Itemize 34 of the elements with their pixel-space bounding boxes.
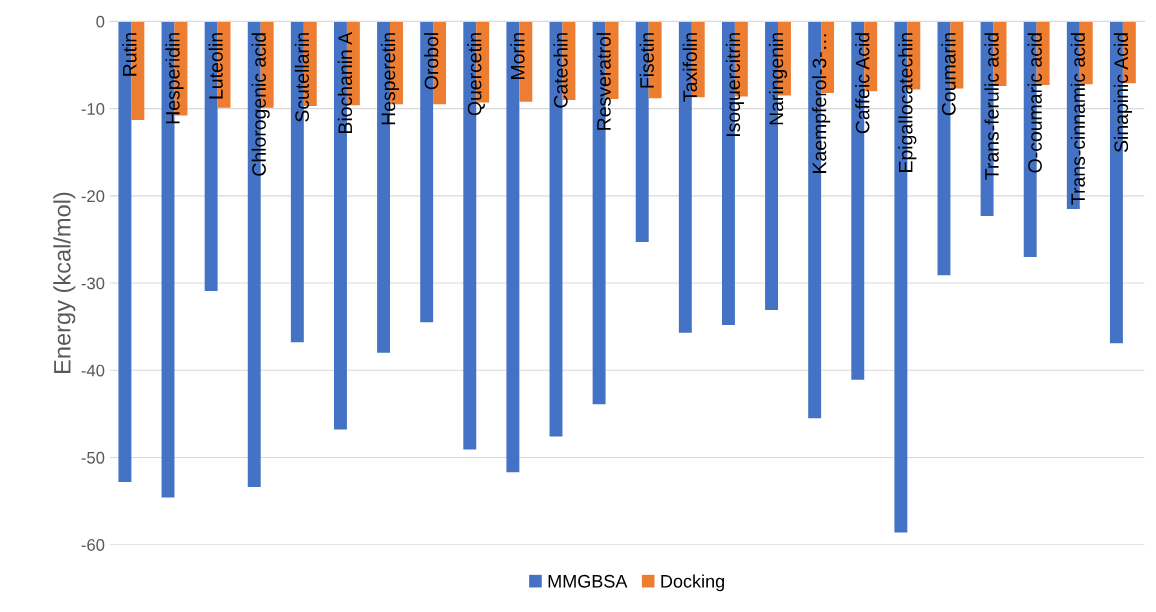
x-tick-label: Luteolin — [208, 33, 223, 99]
x-tick-label: Hesperetin — [380, 33, 400, 125]
x-tick-label: Epigallocatechin — [898, 33, 917, 172]
x-tick-label: Kaempferol-3-… — [812, 34, 831, 173]
x-tick-label: Fisetin — [639, 33, 654, 88]
x-tick-label: Chlorogenic acid — [251, 33, 270, 176]
x-tick-label: Hesperidin — [165, 33, 184, 124]
y-tick-label: -40 — [81, 364, 105, 377]
x-tick-label: Naringenin — [768, 33, 788, 125]
x-tick-label: Sinapinic Acid — [1113, 33, 1132, 153]
y-tick-label: -20 — [81, 190, 105, 203]
x-tick-label: Coumarin — [941, 33, 956, 116]
legend-label: Docking — [661, 574, 724, 592]
y-axis-title: Energy (kcal/mol) — [53, 192, 76, 373]
x-tick-label: Resveratrol — [596, 33, 611, 130]
x-tick-label: O-coumaric acid — [1027, 33, 1042, 173]
x-tick-label: Rutin — [122, 33, 137, 76]
x-tick-label: Caffeic Acid — [855, 33, 870, 134]
y-tick-label: -50 — [81, 451, 105, 464]
x-tick-label: Taxifolin — [682, 33, 698, 102]
y-tick-label: -60 — [81, 539, 105, 551]
x-tick-label: Biochanin A — [337, 31, 353, 133]
x-tick-label: Trans-ferulic acid — [984, 33, 999, 180]
y-tick-label: 0 — [96, 15, 105, 28]
legend-label: MMGBSA — [548, 574, 628, 588]
x-tick-label: Quercetin — [467, 33, 485, 116]
x-tick-label: Catechin — [553, 33, 568, 108]
y-tick-label: -30 — [81, 277, 105, 290]
x-tick-label: Orobol — [424, 33, 439, 90]
x-tick-label: Trans-cinnamic acid — [1070, 33, 1085, 205]
x-tick-label: Isoquercitrin — [725, 33, 744, 136]
y-tick-label: -10 — [81, 103, 105, 115]
x-tick-label: Morin — [510, 33, 525, 79]
x-tick-label: Scutellarin — [294, 33, 310, 122]
